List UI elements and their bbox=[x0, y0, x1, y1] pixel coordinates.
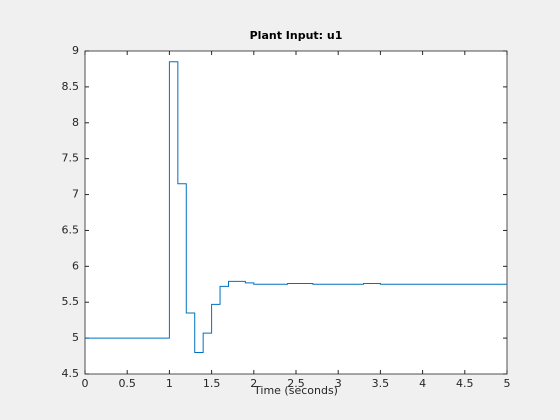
x-tick-label: 1.5 bbox=[203, 377, 221, 390]
stairs-line bbox=[85, 61, 507, 353]
x-tick-label: 2.5 bbox=[287, 377, 305, 390]
y-tick-label: 8 bbox=[72, 116, 79, 129]
y-tick-label: 5 bbox=[72, 331, 79, 344]
x-axis-label: Time (seconds) bbox=[253, 384, 338, 397]
x-tick-label: 4.5 bbox=[456, 377, 474, 390]
chart-title: Plant Input: u1 bbox=[250, 29, 343, 42]
x-tick-label: 3 bbox=[335, 377, 342, 390]
axes-box bbox=[84, 50, 508, 375]
x-tick-label: 0 bbox=[82, 377, 89, 390]
x-tick-label: 0.5 bbox=[118, 377, 136, 390]
y-tick-label: 7 bbox=[72, 188, 79, 201]
y-tick-label: 8.5 bbox=[62, 80, 80, 93]
x-tick-label: 3.5 bbox=[372, 377, 390, 390]
x-tick-label: 4 bbox=[419, 377, 426, 390]
y-tick-label: 6 bbox=[72, 259, 79, 272]
y-tick-label: 9 bbox=[72, 44, 79, 57]
x-tick-label: 1 bbox=[166, 377, 173, 390]
x-tick-label: 5 bbox=[504, 377, 511, 390]
y-tick-label: 6.5 bbox=[62, 223, 80, 236]
y-tick-label: 4.5 bbox=[62, 367, 80, 380]
x-tick-label: 2 bbox=[250, 377, 257, 390]
y-tick-label: 7.5 bbox=[62, 152, 80, 165]
y-tick-label: 5.5 bbox=[62, 295, 80, 308]
